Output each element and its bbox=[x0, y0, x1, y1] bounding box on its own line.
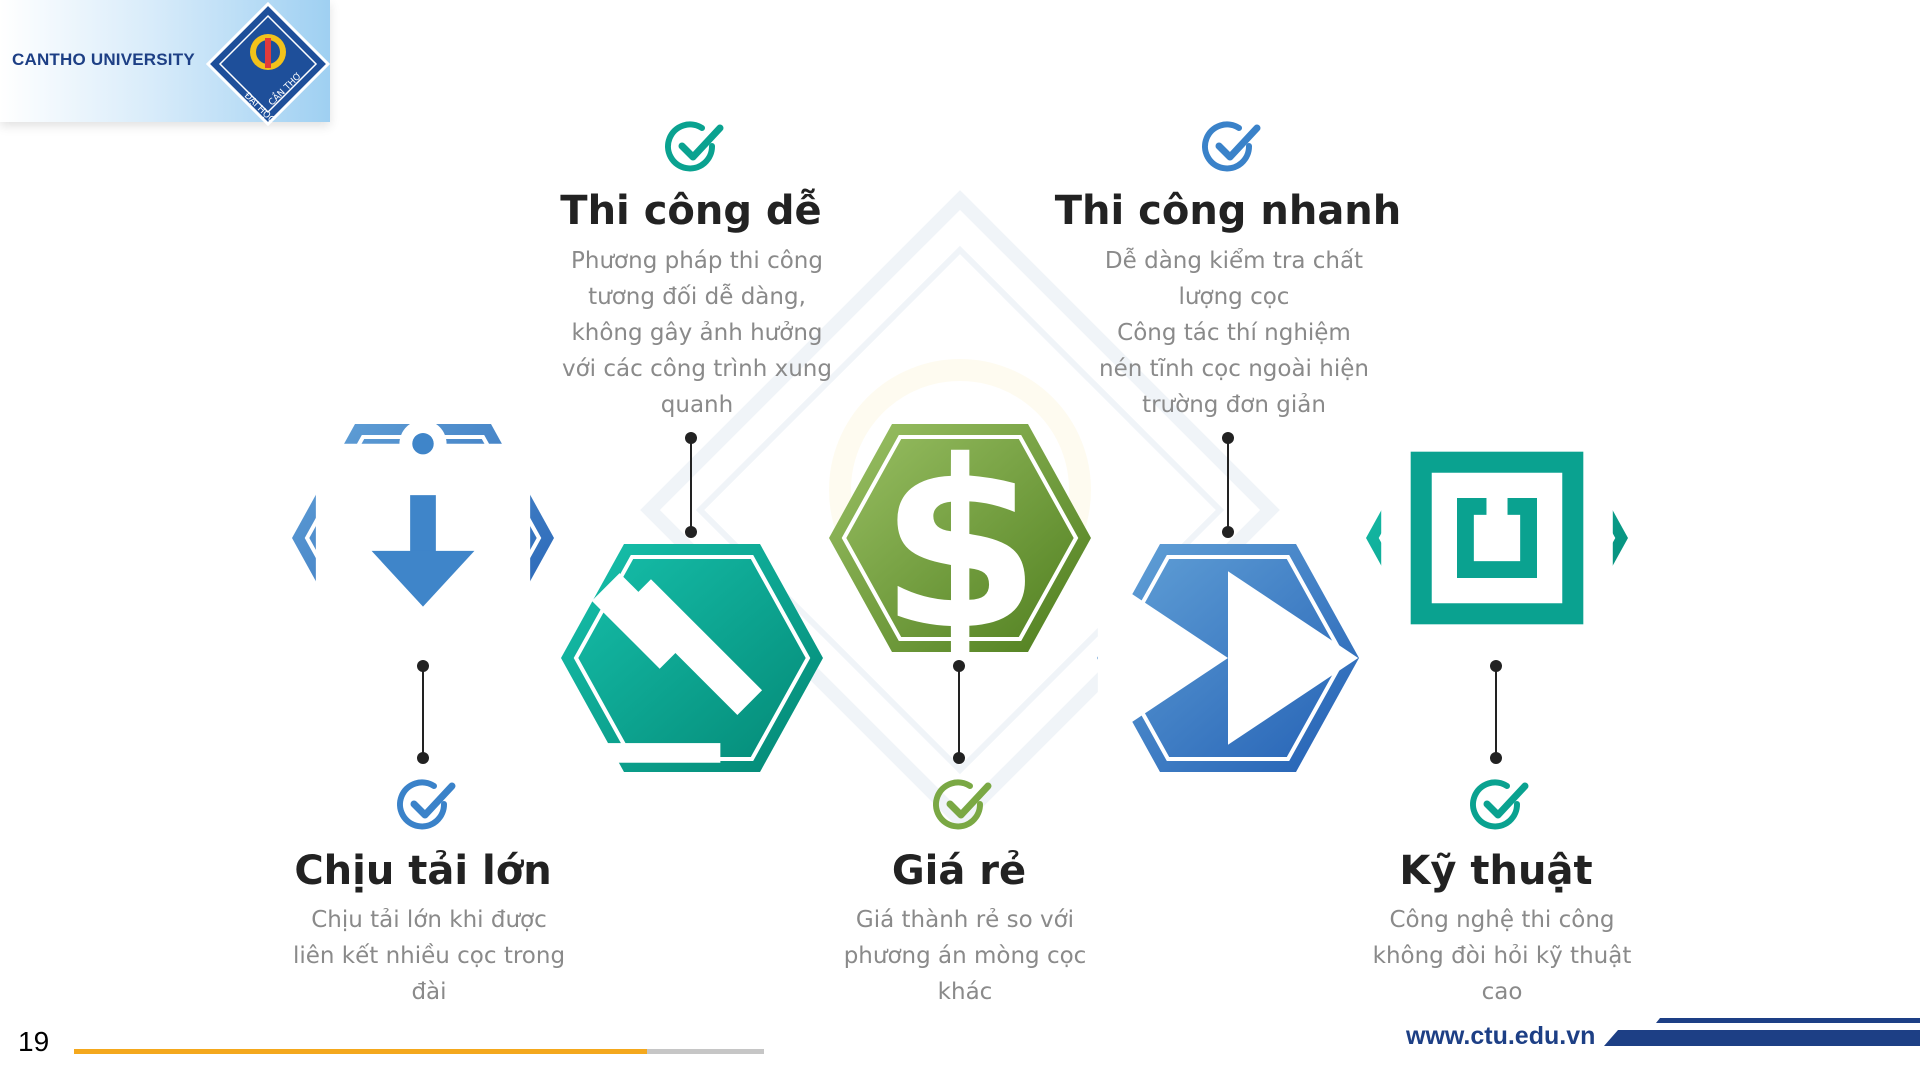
connector-line bbox=[958, 666, 960, 756]
feature-hexagon-load bbox=[288, 418, 558, 658]
footer-stripes bbox=[1604, 1018, 1920, 1046]
university-logo: ĐẠI HỌC CẦN THƠ bbox=[206, 2, 330, 126]
feature-title-fast: Thi công nhanh bbox=[1054, 188, 1402, 234]
check-circle-icon bbox=[1470, 779, 1529, 830]
feature-title-tech: Kỹ thuật bbox=[1399, 848, 1593, 894]
feature-hexagon-cost: $ bbox=[825, 418, 1095, 658]
connector-line bbox=[1495, 666, 1497, 756]
feature-description-fast: Dễ dàng kiểm tra chất lượng cọc Công tác… bbox=[1099, 248, 1369, 418]
dollar-icon: $ bbox=[879, 418, 1040, 658]
slide-progress-fill bbox=[74, 1049, 647, 1054]
gavel-icon bbox=[591, 573, 763, 763]
feature-title-easy: Thi công dễ bbox=[560, 188, 822, 234]
clipboard-download-icon bbox=[315, 420, 531, 654]
university-name: CANTHO UNIVERSITY bbox=[12, 50, 195, 69]
check-circle-icon bbox=[1202, 121, 1261, 172]
svg-text:$: $ bbox=[879, 418, 1040, 658]
feature-description-cost: Giá thành rẻ so với phương án mòng cọc k… bbox=[843, 907, 1087, 1005]
connector-dot bbox=[685, 526, 697, 538]
page-number: 19 bbox=[18, 1026, 50, 1057]
check-circle-icon bbox=[665, 121, 724, 172]
connector-line bbox=[1227, 438, 1229, 530]
technology-chip-icon bbox=[1381, 422, 1613, 654]
connector-dot bbox=[1222, 526, 1234, 538]
check-circle-icon bbox=[933, 779, 992, 830]
slide-progress-bar bbox=[74, 1049, 764, 1054]
connector-line bbox=[422, 666, 424, 756]
connector-line bbox=[690, 438, 692, 530]
fast-forward-icon bbox=[1097, 571, 1359, 745]
connector-dot bbox=[953, 752, 965, 764]
connector-dot bbox=[1490, 752, 1502, 764]
feature-description-tech: Công nghệ thi công không đòi hỏi kỹ thuậ… bbox=[1372, 907, 1632, 1005]
website-link[interactable]: www.ctu.edu.vn bbox=[1406, 1022, 1596, 1050]
feature-hexagon-tech bbox=[1362, 418, 1632, 658]
header-band: CANTHO UNIVERSITY ĐẠI HỌC CẦN THƠ bbox=[0, 0, 330, 126]
check-circle-icon bbox=[397, 779, 456, 830]
feature-title-load: Chịu tải lớn bbox=[294, 848, 552, 894]
feature-description-load: Chịu tải lớn khi được liên kết nhiều cọc… bbox=[292, 907, 566, 1005]
feature-description-easy: Phương pháp thi công tương đối dễ dàng, … bbox=[562, 248, 832, 418]
feature-title-cost: Giá rẻ bbox=[891, 848, 1027, 894]
feature-hexagon-easy bbox=[557, 538, 827, 778]
feature-hexagon-fast bbox=[1093, 538, 1363, 778]
connector-dot bbox=[417, 752, 429, 764]
